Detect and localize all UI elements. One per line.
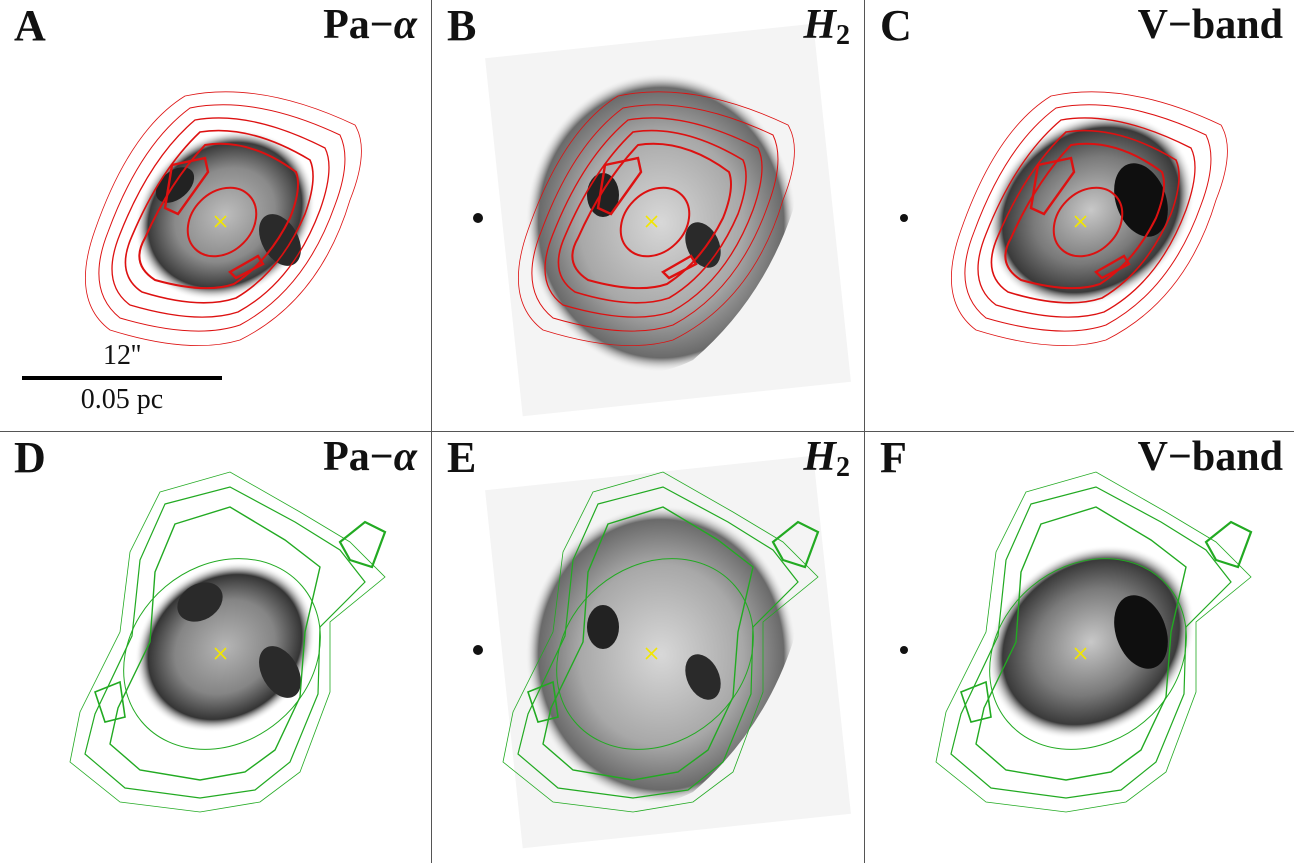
center-x-icon (645, 647, 658, 660)
dark-knot (587, 605, 619, 649)
contour-group (935, 471, 1253, 813)
panel-letter: A (14, 1, 46, 50)
dark-knot (685, 222, 721, 268)
center-x-icon (1074, 647, 1087, 660)
band-label-symbol: H (803, 2, 836, 48)
panel-b-image (473, 23, 851, 417)
contour-group (502, 471, 820, 813)
panel-letter: E (447, 433, 477, 482)
panel-divider (0, 431, 1294, 432)
panel-e: E H2 (433, 432, 864, 863)
panel-c-image (900, 91, 1228, 346)
band-label-text: Pa− (323, 434, 394, 480)
band-label-symbol: α (393, 434, 417, 480)
band-label: V−band (1137, 2, 1283, 48)
band-label-symbol: α (393, 2, 417, 48)
nebula-shape (134, 561, 316, 733)
band-label: H2 (803, 436, 850, 482)
band-label-symbol: H (803, 434, 836, 480)
center-x-icon (645, 215, 658, 228)
dark-knot (155, 167, 195, 203)
band-label-sub: 2 (836, 20, 850, 51)
panel-d: D Pa−α (0, 432, 431, 863)
dark-knot (259, 646, 301, 698)
scale-line (22, 376, 222, 380)
star (473, 645, 483, 655)
star (473, 213, 483, 223)
contour-group (69, 471, 387, 813)
panel-letter: C (880, 1, 912, 50)
panel-letter: D (14, 433, 46, 482)
contour-group (85, 91, 362, 346)
nebula-shape (987, 112, 1195, 308)
star (900, 646, 908, 654)
dark-knot (1114, 595, 1168, 669)
band-label: Pa−α (323, 436, 417, 478)
scale-physical: 0.05 pc (80, 384, 164, 415)
panel-f: F V−band (866, 432, 1294, 863)
star (900, 214, 908, 222)
panel-f-image (900, 471, 1253, 813)
panel-e-image (473, 455, 851, 849)
band-label: H2 (803, 4, 850, 50)
dark-knot (177, 582, 223, 622)
scale-angular: 12'' (102, 340, 142, 371)
center-x-icon (214, 647, 227, 660)
scale-bar: 12'' 0.05 pc (22, 342, 222, 414)
center-x-icon (1074, 215, 1087, 228)
dark-knot (685, 654, 721, 700)
panel-b: B H2 (433, 0, 864, 431)
panel-a-image (85, 91, 362, 346)
panel-letter: F (880, 433, 907, 482)
panel-d-image (69, 471, 387, 813)
band-label: Pa−α (323, 4, 417, 46)
nebula-shape (987, 544, 1195, 740)
band-label-sub: 2 (836, 452, 850, 483)
band-label-text: Pa− (323, 2, 394, 48)
dark-knot (259, 214, 301, 266)
center-x-icon (214, 215, 227, 228)
panel-letter: B (447, 1, 477, 50)
contour-group (518, 91, 795, 346)
contour-group (951, 91, 1228, 346)
dark-knot (1114, 163, 1168, 237)
panel-c: C V−band (866, 0, 1294, 431)
band-label: V−band (1137, 434, 1283, 480)
panel-a: A Pa−α 12'' 0.05 pc (0, 0, 431, 431)
